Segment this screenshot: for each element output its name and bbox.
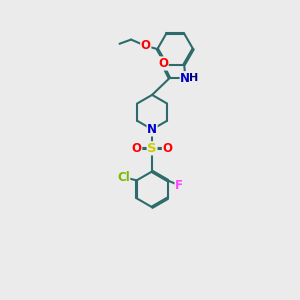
Text: S: S — [147, 142, 157, 155]
Text: O: O — [141, 39, 151, 52]
Text: H: H — [189, 73, 198, 83]
Text: O: O — [132, 142, 142, 155]
Text: O: O — [163, 142, 172, 155]
Text: N: N — [147, 123, 157, 136]
Text: N: N — [180, 72, 190, 85]
Text: O: O — [158, 57, 168, 70]
Text: F: F — [175, 179, 183, 192]
Text: Cl: Cl — [117, 171, 130, 184]
